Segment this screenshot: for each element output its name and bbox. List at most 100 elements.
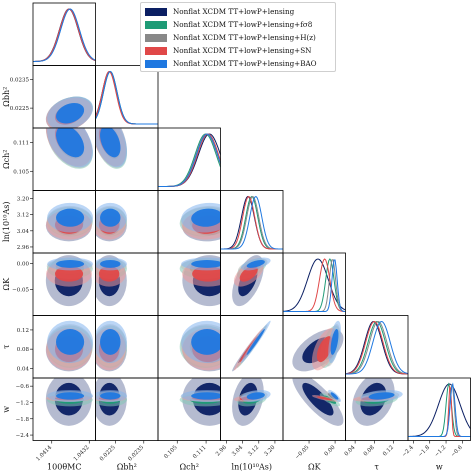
marginal-curve-3 [220,195,283,250]
legend-label: Nonflat XCDM TT+lowP+lensing+SN [173,46,312,55]
legend-swatch-fsigma8 [145,20,167,29]
x-tick-label: 0.08 [363,444,376,457]
x-tick-label: −1.2 [434,445,448,459]
marginal-curve-4 [95,70,158,125]
contour-68-series-4 [191,392,221,400]
contour-68-series-4 [246,260,265,268]
panel-τ-vs-ln(10¹⁰A_s) [232,320,271,372]
x-tick-label: −0.05 [294,444,311,461]
x-axis-label: Ωch² [180,463,199,472]
y-axis-label: ln(10¹⁰As) [2,202,11,242]
x-tick-label: 1.0414 [35,444,53,462]
legend-entry: Nonflat XCDM TT+lowP+lensing+SN [145,44,331,57]
x-tick-label: 2.96 [215,444,228,457]
x-tick-label: −0.6 [450,444,464,458]
panel-ln(10¹⁰A_s)-vs-Ω_b h² [95,202,127,242]
x-tick-label: 0.12 [382,445,395,458]
x-axis-label: τ [375,463,380,472]
panel-Ω_c h²-vs-Ω_c h² [158,133,221,187]
contour-68-series-3 [316,336,333,363]
y-axis-label: w [2,406,11,413]
panel-100θ_MC-vs-100θ_MC [33,8,96,62]
y-axis-label: Ωbh² [2,87,11,107]
marginal-curve-4 [33,8,96,62]
panel-frame [220,190,284,254]
panel-ln(10¹⁰A_s)-vs-Ω_c h² [179,202,221,242]
contour-68-series-4 [246,328,265,355]
x-tick-label: −1.8 [417,444,431,458]
contour-68-series-4 [56,392,85,400]
contour-68-series-4 [330,328,339,355]
contour-68-series-4 [330,392,339,400]
y-axis-label: τ [2,344,11,349]
y-tick-label: 3.12 [17,213,29,219]
legend-swatch-xcdm-lensing [145,7,167,16]
y-tick-label: 3.04 [17,229,30,235]
y-tick-label: 2.96 [17,245,30,251]
legend-entry: Nonflat XCDM TT+lowP+lensing+fσ8 [145,18,331,31]
x-tick-label: 0.0225 [99,444,117,462]
contour-68-series-4 [191,260,221,268]
x-axis-label: Ωbh² [117,463,137,472]
contour-68-series-4 [191,208,221,227]
y-tick-label: −0.6 [16,384,30,390]
contour-68-series-4 [368,392,395,400]
marginal-curve-3 [408,385,471,437]
contour-68-series-4 [246,392,265,400]
y-tick-label: 0.00 [17,261,30,267]
marginal-curve-3 [95,70,158,125]
panel-ln(10¹⁰A_s)-vs-100θ_MC [45,202,94,242]
x-axis-label: 100θMC [47,463,81,472]
y-tick-label: 3.20 [17,197,30,203]
contour-68-series-4 [100,392,121,400]
legend-entry: Nonflat XCDM TT+lowP+lensing+BAO [145,57,331,70]
x-tick-label: 0.04 [344,444,357,457]
x-tick-label: −2.4 [401,444,415,458]
contour-68-series-4 [56,328,85,355]
panel-Ω_K-vs-Ω_K [283,258,346,312]
contour-68-series-4 [191,328,221,355]
marginal-curve-4 [283,259,346,312]
x-axis-label: w [436,463,443,472]
panel-Ω_K-vs-100θ_MC [45,255,94,307]
panel-frame [95,65,159,129]
panel-w-vs-Ω_c h² [179,378,221,426]
y-axis-label: Ωch² [2,150,11,169]
y-tick-label: 0.111 [13,140,29,146]
contour-68-series-0 [302,382,334,416]
x-tick-label: 0.111 [192,445,207,460]
y-tick-label: −2.4 [16,433,30,439]
y-tick-label: −1.8 [16,417,30,423]
contour-68-series-4 [56,260,85,268]
contour-68-series-4 [100,260,121,268]
panel-w-vs-w [408,382,471,437]
marginal-curve-0 [408,383,471,437]
x-tick-label: 3.20 [263,444,276,457]
contour-68-series-4 [56,128,85,158]
legend-entry: Nonflat XCDM TT+lowP+lensing [145,5,331,18]
x-tick-label: 1.0432 [73,445,91,463]
legend-swatch-hz [145,33,167,42]
panel-w-vs-ln(10¹⁰A_s) [232,378,271,426]
contour-68-series-4 [56,103,85,124]
legend-label: Nonflat XCDM TT+lowP+lensing+BAO [173,59,317,68]
marginal-curve-0 [283,258,346,312]
marginal-curve-1 [408,382,471,437]
legend: Nonflat XCDM TT+lowP+lensing Nonflat XCD… [140,2,336,72]
legend-label: Nonflat XCDM TT+lowP+lensing [173,7,295,16]
panel-w-vs-100θ_MC [45,378,94,426]
panel-w-vs-Ω_b h² [95,378,127,426]
panel-w-vs-Ω_K [292,378,344,426]
y-axis-label: ΩK [2,277,11,291]
panel-frame [32,2,96,66]
marginal-curve-2 [345,321,408,375]
panel-Ω_K-vs-ln(10¹⁰A_s) [232,255,271,307]
legend-label: Nonflat XCDM TT+lowP+lensing+fσ8 [173,20,313,29]
x-tick-label: 3.12 [247,445,260,458]
contour-68-series-3 [239,266,258,282]
legend-swatch-bao [145,59,167,68]
contour-68-series-4 [100,208,121,227]
x-tick-label: 0.0235 [127,444,145,462]
panel-Ω_K-vs-Ω_c h² [179,255,221,307]
